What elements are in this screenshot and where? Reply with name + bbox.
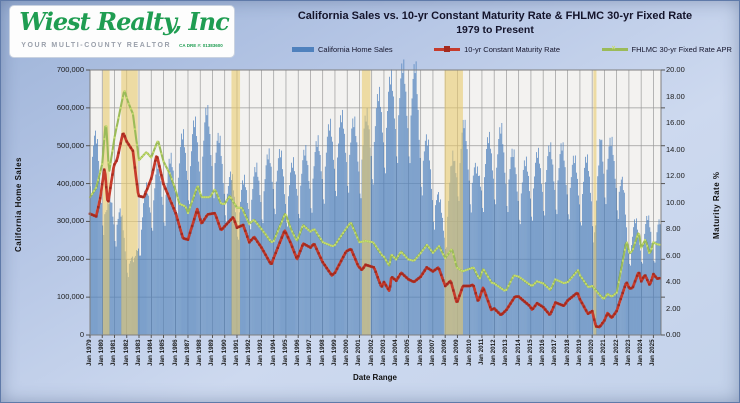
x-tick-label: Jan 1991 — [232, 339, 240, 366]
chart-title-block: California Sales vs. 10-yr Constant Matu… — [255, 9, 735, 37]
y-left-tick-label: 500,000 — [56, 140, 84, 150]
y-right-tick-label: 10.00 — [666, 197, 685, 207]
x-tick-label: Jan 2020 — [588, 339, 596, 366]
x-tick-label: Jan 1987 — [183, 339, 191, 366]
chart-legend: California Home Sales 10-yr Constant Mat… — [292, 45, 732, 54]
y-right-tick-label: 20.00 — [666, 65, 685, 74]
x-tick-label: Jan 2021 — [600, 339, 608, 366]
x-tick-label: Jan 2004 — [392, 339, 400, 366]
company-tagline: YOUR MULTI-COUNTY REALTOR — [21, 42, 172, 49]
y-left-tick-label: 0 — [79, 330, 84, 339]
green-line-swatch-icon: × — [601, 45, 628, 52]
company-logo: Wiest Realty, Inc YOUR MULTI-COUNTY REAL… — [9, 5, 235, 58]
x-tick-label: Jan 1981 — [110, 339, 118, 366]
x-tick-label: Jan 2015 — [526, 339, 534, 366]
x-tick-label: Jan 2014 — [514, 339, 522, 366]
x-tick-label: Jan 1990 — [220, 339, 228, 366]
company-license: CA DRE #: 01383600 — [179, 43, 223, 48]
chart-title: California Sales vs. 10-yr Constant Matu… — [297, 10, 693, 22]
x-tick-label: Jan 1982 — [122, 339, 130, 366]
x-tick-label: Jan 1994 — [269, 339, 277, 366]
x-tick-label: Jan 2007 — [428, 339, 436, 366]
x-tick-label: Jan 1989 — [208, 339, 216, 366]
y-left-tick-label: 200,000 — [56, 254, 84, 264]
x-tick-label: Jan 2000 — [343, 339, 351, 366]
x-tick-label: Jan 2002 — [367, 339, 375, 366]
x-tick-label: Jan 1984 — [147, 339, 155, 366]
company-name: Wiest Realty, Inc — [19, 7, 230, 36]
x-tick-label: Jan 2006 — [416, 339, 424, 366]
x-tick-label: Jan 1996 — [294, 339, 302, 366]
x-tick-label: Jan 2024 — [637, 339, 645, 366]
y-right-tick-label: 0.00 — [666, 330, 681, 339]
x-tick-label: Jan 1993 — [257, 339, 265, 366]
y-right-tick-label: 6.00 — [666, 250, 681, 260]
legend-item-10yr-rate: 10-yr Constant Maturity Rate — [434, 45, 560, 54]
y-right-tick-label: 16.00 — [666, 118, 685, 127]
x-tick-label: Jan 1992 — [245, 339, 253, 366]
y-right-tick-label: 4.00 — [666, 277, 681, 286]
x-tick-label: Jan 2012 — [490, 339, 498, 366]
logo-subline: YOUR MULTI-COUNTY REALTOR CA DRE #: 0138… — [10, 42, 234, 49]
x-tick-label: Jan 1988 — [196, 339, 204, 366]
x-tick-label: Jan 2005 — [404, 339, 412, 366]
y-left-tick-label: 700,000 — [56, 65, 84, 74]
x-tick-label: Jan 2008 — [441, 339, 449, 366]
x-tick-label: Jan 2025 — [649, 339, 657, 366]
x-tick-label: Jan 1983 — [134, 339, 142, 366]
legend-item-30yr-rate: × FHLMC 30-yr Fixed Rate APR — [601, 45, 732, 54]
x-tick-label: Jan 1999 — [330, 339, 338, 366]
x-tick-label: Jan 2001 — [355, 339, 363, 366]
y-left-tick-label: 600,000 — [56, 102, 84, 112]
bar-swatch-icon — [292, 47, 314, 52]
x-axis-title: Date Range — [352, 373, 397, 382]
x-tick-label: Jan 2019 — [575, 339, 583, 366]
x-tick-label: Jan 1995 — [281, 339, 289, 366]
y-left-tick-label: 300,000 — [56, 216, 84, 226]
x-tick-label: Jan 2009 — [453, 339, 461, 366]
legend-label-home-sales: California Home Sales — [318, 45, 393, 54]
x-tick-label: Jan 2016 — [539, 339, 547, 366]
legend-label-10yr-rate: 10-yr Constant Maturity Rate — [464, 45, 561, 54]
x-tick-label: Jan 2013 — [502, 339, 510, 366]
legend-label-30yr-rate: FHLMC 30-yr Fixed Rate APR — [631, 45, 732, 54]
legend-item-home-sales: California Home Sales — [292, 45, 393, 54]
x-tick-label: Jan 2010 — [465, 339, 473, 366]
x-tick-label: Jan 1979 — [86, 339, 93, 366]
x-tick-label: Jan 1998 — [318, 339, 326, 366]
x-tick-label: Jan 2011 — [477, 339, 485, 366]
y-right-tick-label: 12.00 — [666, 171, 685, 180]
y-right-tick-label: 8.00 — [666, 224, 681, 233]
x-tick-label: Jan 2018 — [563, 339, 571, 366]
y-left-tick-label: 100,000 — [56, 292, 84, 302]
x-tick-label: Jan 1997 — [306, 339, 314, 366]
y-right-tick-label: 2.00 — [666, 303, 681, 313]
x-tick-label: Jan 2003 — [379, 339, 387, 366]
x-tick-label: Jan 2017 — [551, 339, 559, 366]
red-line-swatch-icon — [434, 46, 461, 52]
x-tick-label: Jan 2023 — [624, 339, 632, 366]
y-left-tick-label: 400,000 — [56, 178, 84, 188]
y-right-tick-label: 18.00 — [666, 91, 685, 101]
y-right-tick-label: 14.00 — [666, 144, 685, 154]
x-tick-label: Jan 1986 — [171, 339, 179, 366]
chart-subtitle: 1979 to Present — [456, 24, 534, 36]
x-tick-label: Jan 1985 — [159, 339, 167, 366]
x-tick-label: Jan 1980 — [98, 339, 106, 366]
x-tick-label: Jan 2022 — [612, 339, 620, 366]
